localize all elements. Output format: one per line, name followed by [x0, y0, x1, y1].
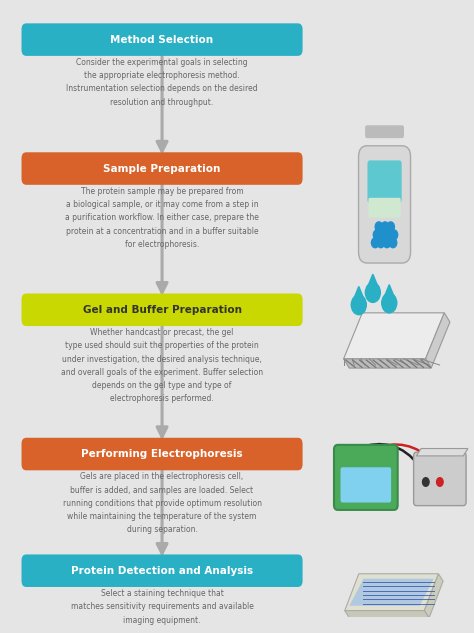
FancyBboxPatch shape — [21, 438, 302, 470]
FancyBboxPatch shape — [21, 294, 302, 326]
FancyBboxPatch shape — [334, 445, 398, 510]
Text: Sample Preparation: Sample Preparation — [103, 163, 221, 173]
FancyBboxPatch shape — [414, 452, 466, 506]
Text: The protein sample may be prepared from
a biological sample, or it may come from: The protein sample may be prepared from … — [65, 187, 259, 249]
Circle shape — [387, 222, 394, 232]
Circle shape — [390, 230, 398, 240]
Circle shape — [372, 238, 379, 248]
Polygon shape — [349, 579, 434, 606]
FancyBboxPatch shape — [365, 125, 404, 138]
Circle shape — [377, 238, 384, 248]
Polygon shape — [382, 285, 397, 303]
Text: Performing Electrophoresis: Performing Electrophoresis — [81, 449, 243, 459]
FancyBboxPatch shape — [340, 467, 391, 503]
Circle shape — [365, 283, 380, 303]
Circle shape — [383, 238, 391, 248]
Circle shape — [389, 238, 397, 248]
Polygon shape — [365, 274, 380, 292]
Text: Gels are placed in the electrophoresis cell,
buffer is added, and samples are lo: Gels are placed in the electrophoresis c… — [63, 472, 262, 534]
Polygon shape — [426, 313, 450, 368]
FancyBboxPatch shape — [21, 23, 302, 56]
Polygon shape — [345, 573, 438, 611]
FancyBboxPatch shape — [21, 153, 302, 185]
Text: Whether handcast or precast, the gel
type used should suit the properties of the: Whether handcast or precast, the gel typ… — [61, 328, 263, 403]
Polygon shape — [345, 611, 429, 618]
Circle shape — [422, 478, 429, 486]
Polygon shape — [344, 313, 444, 359]
Text: Method Selection: Method Selection — [110, 35, 214, 44]
Circle shape — [385, 230, 392, 240]
Circle shape — [351, 295, 366, 315]
Polygon shape — [417, 449, 468, 456]
Circle shape — [381, 222, 389, 232]
Text: Consider the experimental goals in selecting
the appropriate electrophoresis met: Consider the experimental goals in selec… — [66, 58, 258, 106]
Circle shape — [382, 293, 397, 313]
FancyBboxPatch shape — [358, 146, 410, 263]
FancyBboxPatch shape — [368, 197, 401, 218]
Polygon shape — [351, 287, 366, 305]
Polygon shape — [344, 359, 431, 368]
FancyBboxPatch shape — [367, 160, 401, 203]
Text: Select a staining technique that
matches sensitivity requirements and available
: Select a staining technique that matches… — [71, 589, 254, 625]
Circle shape — [437, 478, 443, 486]
Text: Gel and Buffer Preparation: Gel and Buffer Preparation — [82, 304, 242, 315]
Text: Protein Detection and Analysis: Protein Detection and Analysis — [71, 566, 253, 575]
Polygon shape — [424, 573, 443, 618]
FancyBboxPatch shape — [21, 555, 302, 587]
Circle shape — [375, 222, 383, 232]
Circle shape — [379, 230, 386, 240]
Circle shape — [374, 230, 381, 240]
